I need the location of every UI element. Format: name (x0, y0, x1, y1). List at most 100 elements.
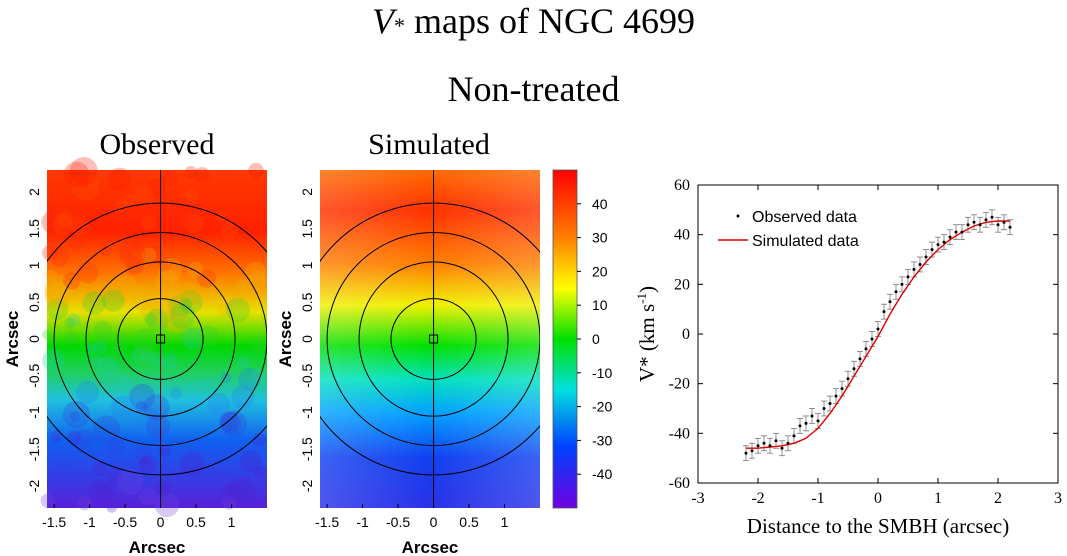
noise-blotch (119, 241, 146, 268)
noise-blotch (143, 312, 157, 326)
curve-y-label: V* (km s-1) (634, 286, 659, 382)
colorbar-tick-label: -20 (592, 399, 612, 415)
x-tick-label: -1 (83, 514, 96, 530)
noise-blotch (161, 305, 190, 334)
curve-x-tick-label: -2 (751, 490, 764, 507)
y-tick-label: -1.5 (299, 437, 315, 461)
observed-point (960, 230, 964, 234)
noise-blotch (141, 215, 157, 231)
observed-point (750, 449, 754, 453)
noise-blotch (52, 214, 73, 235)
noise-blotch (90, 355, 103, 368)
y-tick-label: 0.5 (299, 292, 315, 312)
observed-point (906, 275, 910, 279)
noise-blotch (108, 167, 132, 191)
observed-point (858, 357, 862, 361)
noise-blotch (139, 488, 157, 506)
noise-blotch (131, 348, 147, 364)
observed-data-points (744, 215, 1012, 455)
noise-blotch (180, 298, 193, 310)
noise-blotch (62, 401, 91, 429)
chart-legend: Observed data Simulated data (718, 209, 859, 250)
noise-blotch (115, 198, 129, 213)
observed-map-contours (47, 170, 267, 508)
noise-blotch (53, 282, 69, 298)
noise-blotch (134, 444, 153, 463)
noise-blotch (64, 317, 76, 329)
colorbar-tick-label: -10 (592, 365, 612, 381)
y-tick-label: -1.5 (26, 437, 42, 461)
curve-x-tick-label: 2 (994, 490, 1002, 507)
observed-point (774, 439, 778, 443)
observed-point (822, 407, 826, 410)
observed-point (990, 215, 994, 219)
observed-map-x-label: Arcsec (129, 538, 186, 556)
simulated-map-y-ticks: 2 1.5 1 0.5 0 -0.5 -1 -1.5 -2 (299, 188, 315, 492)
noise-blotch (228, 476, 256, 504)
noise-blotch (196, 377, 213, 395)
noise-blotch (249, 335, 267, 353)
curve-y-tick-label: 60 (674, 177, 690, 194)
observed-map-y-ticks: 2 1.5 1 0.5 0 -0.5 -1 -1.5 -2 (26, 188, 42, 492)
noise-blotch (155, 480, 172, 497)
observed-point (864, 347, 868, 351)
observed-point (744, 451, 748, 455)
x-tick-label: 0.5 (186, 514, 206, 530)
curve-y-tick-label: -20 (669, 376, 690, 393)
observed-point (816, 419, 820, 423)
simulated-map-contours (320, 170, 540, 508)
y-tick-label: 0 (299, 335, 315, 343)
noise-blotch (50, 430, 63, 443)
noise-blotch (63, 330, 78, 345)
velocity-curve-chart: -3 -2 -1 0 1 2 3 -60 -40 -20 0 20 40 60 Observed dat… (634, 177, 1062, 538)
y-tick-label: 1 (26, 261, 42, 269)
center-marker (156, 334, 166, 344)
observed-point (882, 310, 886, 314)
noise-blotch (248, 162, 264, 179)
noise-blotch (108, 332, 130, 353)
observed-point (924, 255, 928, 259)
colorbar-ticks: 40 30 20 10 0 -10 -20 -30 -40 (577, 196, 612, 482)
noise-blotch (164, 296, 189, 321)
observed-point (768, 444, 772, 448)
curve-y-tick-label: 0 (682, 326, 690, 343)
curve-x-tick-label: 3 (1054, 490, 1062, 507)
legend-observed-marker (736, 214, 740, 218)
title-symbol: V (372, 1, 394, 41)
observed-point (948, 235, 952, 239)
noise-blotch (235, 279, 250, 294)
x-tick-label: -0.5 (113, 514, 137, 530)
x-tick-label: 1 (228, 514, 236, 530)
simulated-map-y-label: Arcsec (276, 311, 295, 368)
noise-blotch (119, 248, 133, 262)
title-star: * (394, 13, 405, 38)
colorbar-tick-label: 0 (592, 331, 600, 347)
observed-point (900, 282, 904, 286)
y-tick-label: -1 (26, 406, 42, 419)
noise-blotch (185, 214, 205, 233)
observed-point (786, 441, 790, 445)
observed-point (942, 240, 946, 244)
noise-blotch (77, 496, 92, 511)
noise-blotch (111, 274, 138, 302)
noise-blotch (49, 246, 70, 267)
noise-blotch (184, 188, 199, 204)
y-tick-label: -0.5 (26, 363, 42, 387)
noise-blotch (197, 325, 219, 347)
simulated-map-x-label: Arcsec (402, 538, 459, 556)
noise-blotch (70, 217, 90, 236)
noise-blotch (96, 356, 120, 380)
observed-point (972, 220, 976, 224)
observed-point (852, 367, 856, 371)
x-tick-label: -1 (356, 514, 369, 530)
y-tick-label: -0.5 (299, 363, 315, 387)
observed-point (1008, 225, 1012, 229)
curve-x-tick-label: -1 (811, 490, 824, 507)
observed-map-title: Observed (99, 128, 215, 161)
observed-point (834, 394, 838, 398)
noise-blotch (44, 280, 73, 309)
observed-point (966, 223, 970, 227)
legend-observed-label: Observed data (752, 209, 857, 226)
noise-blotch (240, 450, 262, 472)
